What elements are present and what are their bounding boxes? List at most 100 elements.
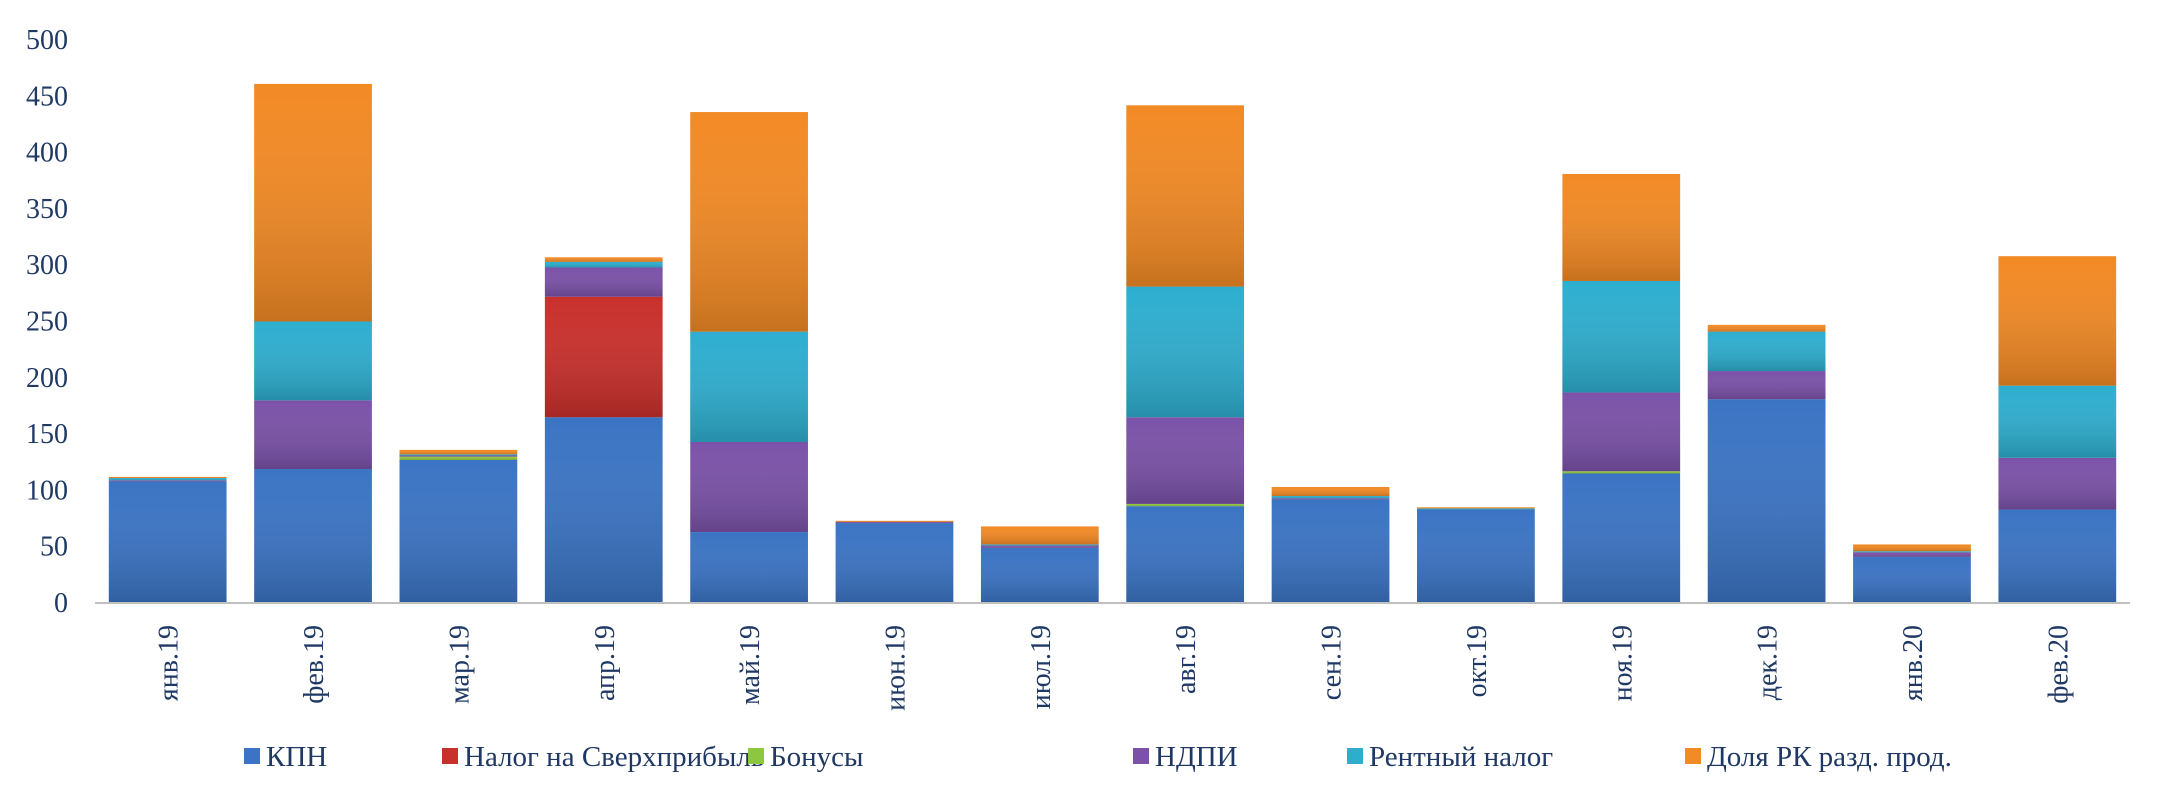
- bar-segment-shade: [1998, 457, 2117, 510]
- bar-segment-shade: [1271, 498, 1390, 500]
- x-tick-label: мар.19: [444, 625, 475, 704]
- bar-segment-shade: [254, 321, 372, 401]
- bar-stack: [1853, 544, 1971, 603]
- bar-segment-shade: [1707, 371, 1826, 400]
- bar-segment-shade: [544, 257, 663, 262]
- bar-segment-shade: [1853, 552, 1971, 557]
- bar-segment-shade: [835, 523, 954, 603]
- bar-stack: [1707, 324, 1826, 603]
- legend-label: Доля РК разд. прод.: [1707, 741, 1952, 773]
- legend-label: НДПИ: [1155, 741, 1238, 773]
- bar-stack: [1562, 173, 1681, 603]
- y-tick-label: 0: [54, 588, 68, 619]
- bar-stack: [254, 83, 372, 603]
- legend-label: Налог на Сверхприбыль: [464, 741, 764, 773]
- bar-segment-shade: [1417, 507, 1535, 509]
- bar-segment-shade: [1853, 544, 1971, 552]
- legend-label: Рентный налог: [1369, 741, 1553, 773]
- bar-segment-shade: [1271, 487, 1390, 497]
- bar-segment-shade: [1271, 499, 1390, 603]
- y-tick-label: 350: [26, 194, 68, 225]
- legend-swatch: [748, 748, 764, 764]
- legend-swatch: [244, 748, 260, 764]
- bar-segment-shade: [1271, 496, 1390, 499]
- bar-stack: [399, 449, 518, 603]
- bar-segment-shade: [254, 469, 372, 603]
- bar-segment-shade: [108, 480, 227, 482]
- bar-segment-shade: [544, 261, 663, 268]
- bar-segment-shade: [1562, 392, 1681, 472]
- bar-segment-shade: [1417, 509, 1535, 603]
- bar-segment-shade: [108, 476, 227, 479]
- bar-segment-shade: [1417, 508, 1535, 510]
- x-tick-label: фев.19: [299, 625, 330, 704]
- x-tick-label: янв.19: [154, 625, 185, 701]
- bar-segment-shade: [544, 417, 663, 603]
- x-tick-label: авг.19: [1171, 625, 1202, 694]
- bar-stack: [544, 257, 663, 603]
- y-tick-label: 500: [26, 25, 68, 56]
- legend-item: Налог на Сверхприбыль: [442, 741, 764, 773]
- bar-segment-shade: [1853, 556, 1971, 603]
- bar-segment-shade: [1998, 385, 2117, 458]
- y-axis: 0 50 100 150 200 250 300 350 400 450 500: [26, 25, 68, 619]
- bar-segment-shade: [980, 545, 1099, 548]
- bar-stack: [1417, 507, 1535, 603]
- x-tick-label: июн.19: [880, 625, 911, 711]
- y-tick-label: 200: [26, 363, 68, 394]
- legend-item: Бонусы: [748, 741, 864, 773]
- y-tick-label: 400: [26, 138, 68, 169]
- bar-segment-shade: [690, 532, 808, 603]
- bar-segment-shade: [1853, 551, 1971, 553]
- bar-segment-shade: [690, 331, 808, 442]
- legend-swatch: [1133, 748, 1149, 764]
- legend-swatch: [1685, 748, 1701, 764]
- x-tick-label: дек.19: [1753, 625, 1784, 700]
- x-tick-label: окт.19: [1462, 625, 1493, 697]
- bars-group: [108, 83, 2117, 603]
- bar-segment-shade: [1126, 506, 1245, 603]
- x-tick-label: фев.20: [2043, 625, 2074, 704]
- bar-segment-shade: [1562, 173, 1681, 281]
- legend-label: КПН: [266, 741, 327, 773]
- legend-swatch: [442, 748, 458, 764]
- bar-segment-shade: [1126, 286, 1245, 418]
- bar-stack: [1271, 487, 1390, 603]
- bar-segment-shade: [399, 454, 518, 456]
- x-tick-label: май.19: [735, 625, 766, 705]
- y-tick-label: 450: [26, 81, 68, 112]
- legend-item: Рентный налог: [1347, 741, 1553, 773]
- x-tick-label: сен.19: [1317, 625, 1348, 700]
- legend-swatch: [1347, 748, 1363, 764]
- bar-segment-shade: [1998, 256, 2117, 386]
- legend-label: Бонусы: [770, 741, 864, 773]
- bar-segment-shade: [980, 547, 1099, 603]
- bar-segment-shade: [980, 544, 1099, 546]
- x-tick-label: июл.19: [1026, 625, 1057, 709]
- bar-segment-shade: [254, 400, 372, 470]
- bar-segment-shade: [399, 456, 518, 460]
- bar-segment-shade: [254, 83, 372, 322]
- legend-item: Доля РК разд. прод.: [1685, 741, 1952, 773]
- x-tick-label: апр.19: [590, 625, 621, 701]
- bar-stack: [1998, 256, 2117, 603]
- bar-segment-shade: [690, 441, 808, 533]
- bar-segment-shade: [690, 112, 808, 332]
- bar-segment-shade: [1707, 331, 1826, 372]
- bar-segment-shade: [399, 449, 518, 455]
- x-tick-label: ноя.19: [1607, 625, 1638, 701]
- legend-item: НДПИ: [1133, 741, 1238, 773]
- y-tick-label: 300: [26, 250, 68, 281]
- bar-segment-shade: [835, 521, 954, 524]
- bar-segment-shade: [1126, 105, 1245, 287]
- bar-stack: [1126, 105, 1245, 603]
- bar-segment-shade: [835, 520, 954, 522]
- y-tick-label: 50: [40, 532, 68, 563]
- bar-segment-shade: [1126, 503, 1245, 507]
- bar-segment-shade: [1126, 417, 1245, 504]
- y-tick-label: 150: [26, 419, 68, 450]
- bar-segment-shade: [399, 455, 518, 457]
- bar-stack: [108, 476, 227, 603]
- bar-segment-shade: [544, 296, 663, 418]
